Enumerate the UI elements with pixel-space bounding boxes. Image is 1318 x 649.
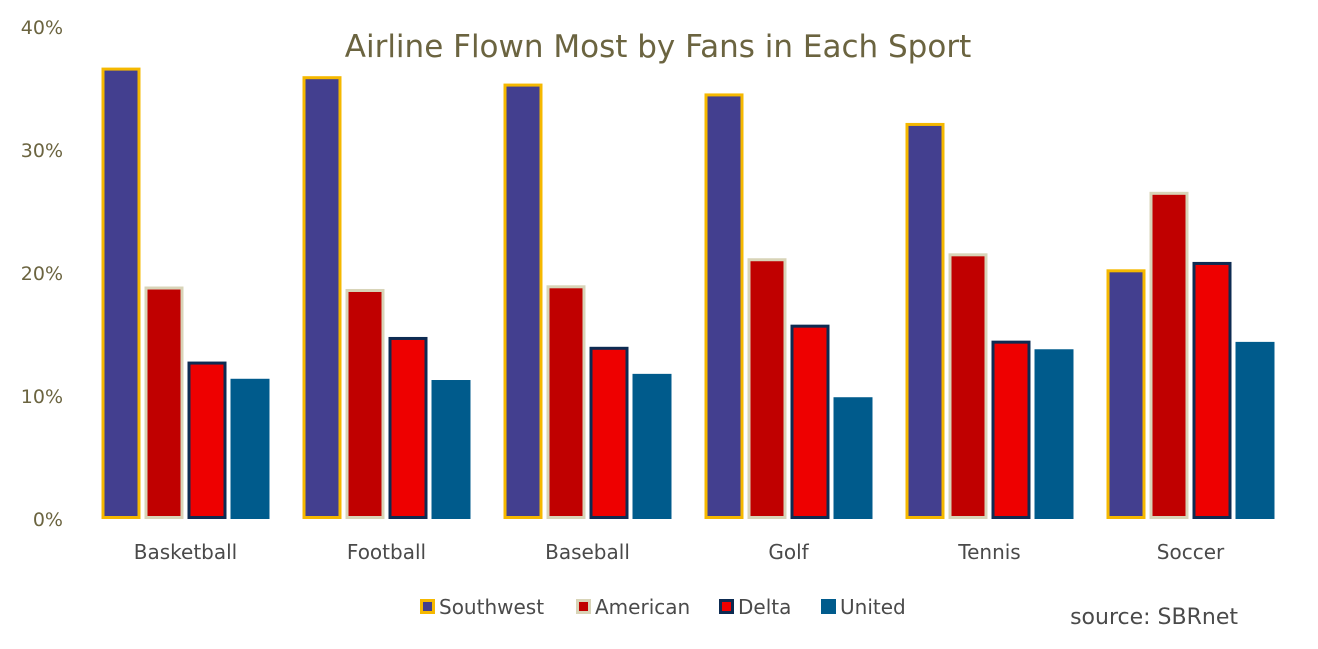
x-tick-label: Baseball (545, 540, 630, 564)
x-tick-label: Football (347, 540, 426, 564)
x-tick-label: Tennis (957, 540, 1020, 564)
legend-swatch-american (576, 599, 591, 614)
y-axis-ticks: 0% 10% 20% 30% 40% (21, 17, 63, 531)
bar-united-baseball (632, 373, 672, 519)
bar-southwest-baseball (503, 83, 543, 520)
y-tick-label: 20% (21, 263, 63, 285)
legend: Southwest American Delta United (420, 595, 906, 619)
bar-united-basketball (230, 378, 270, 519)
legend-swatch-southwest (420, 599, 435, 614)
category-labels: Basketball Football Baseball Golf Tennis Socc… (134, 540, 1225, 564)
bar-united-soccer (1235, 341, 1275, 519)
chart-title: Airline Flown Most by Fans in Each Sport (345, 29, 971, 65)
legend-swatch-united (821, 599, 836, 614)
legend-label-delta: Delta (738, 595, 791, 619)
bar-southwest-football (302, 76, 342, 519)
bar-delta-baseball (589, 346, 629, 519)
bar-delta-basketball (187, 361, 227, 519)
bar-american-soccer (1149, 191, 1189, 519)
x-tick-label: Golf (768, 540, 809, 564)
bar-southwest-tennis (905, 122, 945, 519)
bar-american-tennis (948, 253, 988, 519)
legend-label-united: United (840, 595, 906, 619)
bar-delta-golf (790, 324, 830, 519)
bar-united-tennis (1034, 349, 1074, 519)
bar-delta-football (388, 336, 428, 519)
bar-united-football (431, 380, 471, 519)
bar-delta-tennis (991, 340, 1031, 519)
bar-southwest-soccer (1106, 269, 1146, 519)
bar-united-golf (833, 397, 873, 519)
bar-delta-soccer (1192, 261, 1232, 519)
bar-southwest-basketball (101, 67, 141, 519)
y-tick-label: 0% (33, 509, 63, 531)
x-tick-label: Basketball (134, 540, 237, 564)
legend-label-southwest: Southwest (439, 595, 544, 619)
y-tick-label: 10% (21, 386, 63, 408)
bars-group (101, 67, 1275, 520)
bar-american-baseball (546, 285, 586, 519)
legend-label-american: American (595, 595, 690, 619)
bar-american-football (345, 288, 385, 519)
bar-american-golf (747, 258, 787, 519)
bar-southwest-golf (704, 93, 744, 519)
y-tick-label: 30% (21, 140, 63, 162)
bar-american-basketball (144, 286, 184, 519)
legend-swatch-delta (719, 599, 734, 614)
x-tick-label: Soccer (1157, 540, 1225, 564)
source-annotation: source: SBRnet (1070, 605, 1238, 630)
y-tick-label: 40% (21, 17, 63, 39)
